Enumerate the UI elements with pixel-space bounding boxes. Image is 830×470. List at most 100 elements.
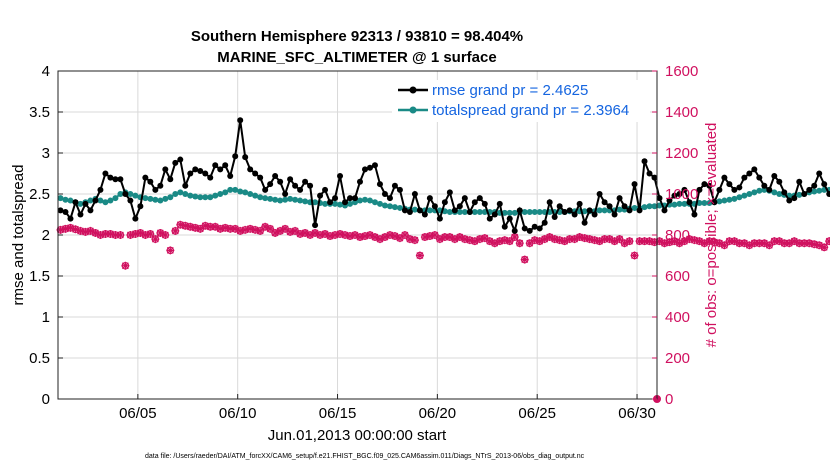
series-totalspread-point	[381, 202, 388, 209]
series-totalspread-point	[371, 199, 378, 206]
obs-evaluated-point	[420, 233, 429, 242]
series-obs-count	[56, 220, 830, 403]
series-totalspread-point	[87, 197, 94, 204]
series-totalspread-point	[461, 209, 468, 216]
obs-evaluated-point	[191, 223, 200, 232]
y-axis-left: 0 0.5 1 1.5 2 2.5 3 3.5 4	[29, 63, 63, 408]
obs-evaluated-point	[535, 237, 544, 246]
obs-evaluated-point	[775, 237, 784, 246]
series-rmse-point	[322, 186, 329, 193]
series-rmse-point	[312, 222, 319, 229]
series-rmse-point	[581, 219, 588, 226]
obs-evaluated-point	[146, 229, 155, 238]
series-totalspread-point	[641, 204, 648, 211]
series-totalspread-point	[197, 194, 204, 201]
series-rmse-point	[491, 211, 498, 218]
series-rmse-point	[651, 174, 658, 181]
series-layer	[56, 117, 830, 403]
series-rmse-point	[646, 170, 653, 177]
obs-evaluated-point	[96, 231, 105, 239]
obs-evaluated-point	[615, 235, 624, 244]
series-rmse-point	[287, 176, 294, 183]
obs-evaluated-point	[301, 228, 310, 237]
series-totalspread-point	[386, 203, 393, 210]
obs-evaluated-point	[705, 237, 714, 246]
y-right-tick-label: 600	[665, 268, 690, 285]
obs-evaluated-point	[251, 225, 260, 234]
x-tick-label: 06/20	[419, 405, 457, 422]
series-totalspread-point	[456, 209, 463, 216]
obs-evaluated-point	[390, 232, 399, 241]
series-totalspread-point	[751, 189, 758, 196]
series-rmse-point	[456, 203, 463, 210]
series-rmse-point	[162, 166, 169, 173]
series-totalspread-point	[172, 191, 179, 197]
legend-box	[392, 80, 650, 122]
series-totalspread-point	[501, 209, 508, 216]
obs-evaluated-point	[116, 231, 125, 239]
series-rmse-point	[701, 181, 708, 188]
obs-evaluated-point	[101, 229, 110, 238]
obs-evaluated-point	[176, 220, 185, 229]
x-axis-label: Jun.01,2013 00:00:00 start	[268, 427, 447, 444]
obs-evaluated-point	[56, 225, 65, 234]
obs-evaluated-point	[316, 231, 325, 239]
series-totalspread-point	[521, 209, 528, 216]
series-rmse-point	[801, 191, 808, 197]
series-totalspread-point	[247, 191, 254, 197]
x-axis: 06/05 06/10 06/15 06/20 06/25 06/30	[119, 394, 656, 422]
series-totalspread-point	[476, 209, 483, 216]
obs-evaluated-point	[375, 235, 384, 244]
series-rmse-point	[416, 207, 423, 214]
obs-evaluated-point	[635, 237, 644, 246]
series-rmse-point	[596, 191, 603, 197]
obs-evaluated-point	[276, 226, 285, 235]
series-totalspread-point	[536, 209, 543, 216]
y-right-tick-label: 0	[665, 391, 673, 408]
series-rmse-point	[57, 207, 64, 214]
obs-evaluated-point	[585, 235, 594, 244]
x-tick-label: 06/15	[319, 405, 357, 422]
series-rmse-point	[82, 200, 89, 207]
obs-evaluated-point	[331, 231, 340, 239]
series-totalspread-point	[97, 197, 104, 204]
series-totalspread-point	[297, 197, 304, 204]
series-rmse-point	[62, 209, 69, 216]
series-rmse-point	[641, 158, 648, 165]
series-rmse-point	[551, 213, 558, 220]
series-rmse-point	[761, 182, 768, 189]
obs-evaluated-point	[266, 224, 275, 233]
obs-evaluated-point	[530, 236, 539, 245]
series-rmse-point	[691, 211, 698, 218]
series-totalspread-point	[796, 191, 803, 198]
series-totalspread-point	[312, 199, 319, 206]
series-rmse-line	[60, 120, 830, 235]
obs-evaluated-point	[770, 237, 779, 246]
obs-evaluated-point	[126, 231, 135, 239]
series-rmse-point	[366, 164, 373, 171]
obs-evaluated-point	[565, 235, 574, 244]
series-totalspread-point	[102, 199, 109, 206]
series-rmse-point	[252, 170, 259, 177]
series-rmse-point	[586, 207, 593, 214]
obs-evaluated-point	[690, 236, 699, 245]
obs-evaluated-point	[355, 233, 364, 242]
legend-marker-totalspread	[409, 106, 417, 114]
series-totalspread-point	[67, 197, 74, 204]
obs-evaluated-point	[735, 239, 744, 248]
obs-evaluated-point	[415, 251, 424, 260]
obs-evaluated-point	[625, 237, 634, 246]
x-tick-label: 06/10	[219, 405, 257, 422]
obs-evaluated-point	[545, 233, 554, 242]
series-totalspread-point	[337, 201, 344, 208]
series-totalspread-point	[716, 198, 723, 205]
series-totalspread-point	[396, 204, 403, 211]
series-rmse-point	[791, 195, 798, 202]
y-tick-label: 1.5	[29, 268, 50, 285]
series-rmse-point	[566, 207, 573, 214]
y-tick-label: 0.5	[29, 350, 50, 367]
obs-evaluated-point	[785, 239, 794, 248]
obs-evaluated-point	[410, 236, 419, 245]
series-totalspread-point	[756, 187, 763, 194]
series-rmse-point	[426, 195, 433, 202]
